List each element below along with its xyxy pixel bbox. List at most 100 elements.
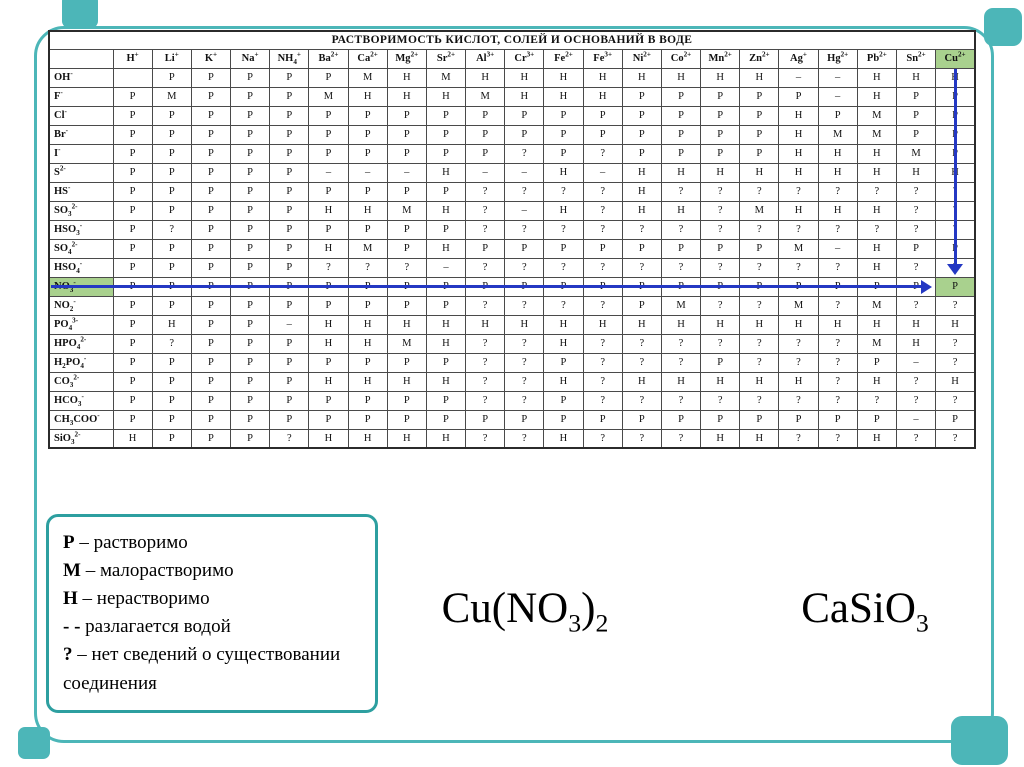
solubility-cell: Р <box>112 295 153 316</box>
corner-decoration <box>62 0 98 28</box>
solubility-cell: Р <box>621 86 662 107</box>
legend-item: М – малорастворимо <box>63 560 234 582</box>
solubility-cell: ? <box>621 428 662 449</box>
solubility-cell: ? <box>504 143 545 164</box>
solubility-cell: Н <box>935 67 976 88</box>
solubility-cell: М <box>856 105 897 126</box>
solubility-cell: Р <box>269 333 310 354</box>
solubility-cell: – <box>778 67 819 88</box>
solubility-cell: ? <box>856 219 897 240</box>
column-header-cation: Cr3+ <box>504 48 545 69</box>
column-header-cation: Na+ <box>230 48 271 69</box>
solubility-cell: Н <box>935 162 976 183</box>
solubility-cell: Р <box>308 295 349 316</box>
table-row: Cl- Р Р Р Р Р Р Р Р Р Р Р Р Р Р Р Р Р Н Р М Р Р <box>48 105 976 126</box>
solubility-cell: Н <box>856 428 897 449</box>
solubility-cell: ? <box>151 333 192 354</box>
solubility-cell: ? <box>935 295 976 316</box>
solubility-cell: ? <box>739 352 780 373</box>
solubility-cell: Р <box>582 238 623 259</box>
solubility-cell: Р <box>582 105 623 126</box>
solubility-cell: – <box>465 162 506 183</box>
solubility-cell: ? <box>700 219 741 240</box>
solubility-cell: Р <box>230 390 271 411</box>
solubility-cell: – <box>308 162 349 183</box>
solubility-cell: Р <box>347 409 388 430</box>
solubility-cell: ? <box>621 333 662 354</box>
table-row: NO3- Р Р Р Р Р Р Р Р Р Р Р Р Р Р Р Р Р Р Р Р Р Р <box>48 276 976 297</box>
solubility-cell: Р <box>778 276 819 297</box>
solubility-cell: Р <box>504 238 545 259</box>
solubility-cell: Р <box>895 238 937 259</box>
solubility-cell: – <box>817 86 858 107</box>
solubility-cell: Р <box>112 238 153 259</box>
solubility-cell: Р <box>308 124 349 145</box>
solubility-cell: Р <box>190 352 232 373</box>
solubility-cell: ? <box>817 181 858 202</box>
solubility-cell: Р <box>151 295 192 316</box>
solubility-cell: Р <box>269 371 310 392</box>
solubility-cell: ? <box>504 219 545 240</box>
solubility-cell: – <box>817 67 858 88</box>
solubility-cell: Р <box>190 390 232 411</box>
solubility-cell: Р <box>465 276 506 297</box>
solubility-cell: Р <box>660 238 702 259</box>
solubility-cell: Р <box>269 200 310 221</box>
column-header-cation: K+ <box>190 48 232 69</box>
solubility-cell: Р <box>190 67 232 88</box>
solubility-cell: ? <box>465 428 506 449</box>
solubility-cell: Н <box>543 333 584 354</box>
solubility-cell: Р <box>230 181 271 202</box>
solubility-cell: ? <box>739 295 780 316</box>
solubility-cell: ? <box>504 295 545 316</box>
solubility-cell: Р <box>700 352 741 373</box>
solubility-cell: Н <box>700 67 741 88</box>
solubility-cell: ? <box>582 181 623 202</box>
solubility-cell: ? <box>778 428 819 449</box>
solubility-cell: Р <box>582 124 623 145</box>
solubility-cell: ? <box>504 390 545 411</box>
solubility-cell: ? <box>582 390 623 411</box>
solubility-cell: Р <box>230 409 271 430</box>
solubility-cell: Н <box>347 428 388 449</box>
solubility-cell: Н <box>504 67 545 88</box>
column-header-cation: Al3+ <box>465 48 506 69</box>
solubility-cell: Н <box>778 143 819 164</box>
solubility-cell: Н <box>895 67 937 88</box>
solubility-cell: Н <box>621 200 662 221</box>
solubility-cell: Р <box>230 238 271 259</box>
legend-item: - - разлагается водой <box>63 616 231 638</box>
solubility-cell: Р <box>308 352 349 373</box>
frame-border <box>34 26 994 743</box>
solubility-cell: Р <box>151 67 192 88</box>
row-header-anion: PO43- <box>48 314 114 335</box>
solubility-cell: Н <box>700 314 741 335</box>
solubility-cell: Н <box>621 314 662 335</box>
solubility-cell: ? <box>465 371 506 392</box>
solubility-cell: Р <box>269 67 310 88</box>
solubility-cell: Р <box>308 409 349 430</box>
solubility-cell: Р <box>230 219 271 240</box>
solubility-cell: Р <box>190 219 232 240</box>
solubility-cell: Р <box>895 105 937 126</box>
solubility-cell: Р <box>230 67 271 88</box>
table-row: I- Р Р Р Р Р Р Р Р Р Р? Р? Р Р Р Р Н Н Н М Р <box>48 143 976 164</box>
solubility-cell: Н <box>543 67 584 88</box>
solubility-cell: Р <box>269 219 310 240</box>
solubility-cell: Р <box>425 276 467 297</box>
column-header-cation: Mg2+ <box>386 48 427 69</box>
solubility-cell: Р <box>151 257 192 278</box>
solubility-cell <box>112 67 153 88</box>
solubility-cell: Р <box>151 162 192 183</box>
solubility-cell: Н <box>425 371 467 392</box>
solubility-cell: Р <box>817 105 858 126</box>
solubility-cell: Н <box>308 371 349 392</box>
solubility-cell: Р <box>465 105 506 126</box>
legend-item: Н – нерастворимо <box>63 588 210 610</box>
solubility-cell: ? <box>660 181 702 202</box>
solubility-cell: ? <box>543 295 584 316</box>
solubility-cell: Н <box>347 333 388 354</box>
solubility-cell: ? <box>504 181 545 202</box>
solubility-cell: ? <box>465 295 506 316</box>
formula-calcium-silicate: CaSiO3 <box>801 585 929 638</box>
